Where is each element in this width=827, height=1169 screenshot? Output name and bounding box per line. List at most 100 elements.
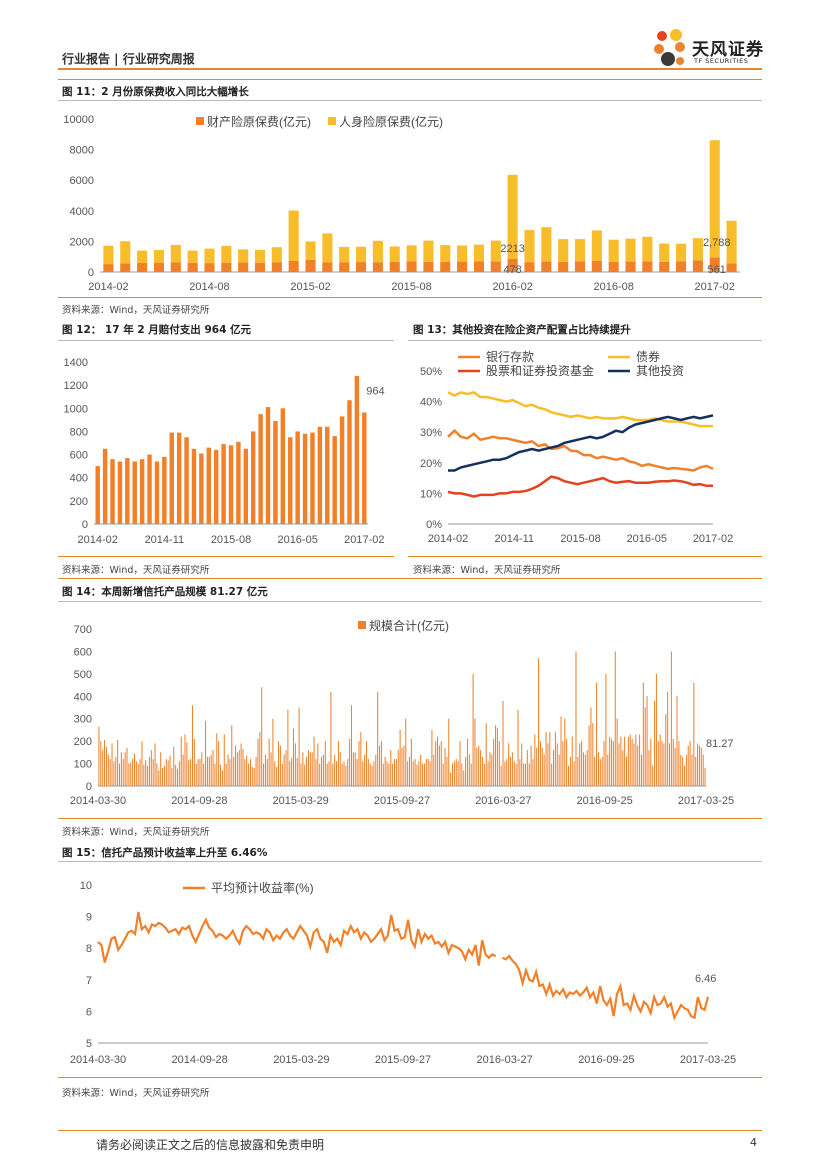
bar-trust-scale <box>579 743 581 786</box>
bar-trust-scale <box>345 765 347 786</box>
bar-property <box>524 262 535 272</box>
bar-trust-scale <box>375 754 377 786</box>
bar-trust-scale <box>601 756 603 786</box>
bar-trust-scale <box>208 756 210 786</box>
bar-trust-scale <box>264 754 266 786</box>
bar-claims <box>250 431 256 524</box>
bar-trust-scale <box>147 765 149 786</box>
bar-trust-scale <box>221 770 223 786</box>
bar-property <box>305 259 316 272</box>
bar-claims <box>325 426 330 524</box>
bar-trust-scale <box>377 691 379 786</box>
bar-trust-scale <box>190 759 192 786</box>
fig15-source: 资料来源：Wind，天风证券研究所 <box>62 1088 210 1099</box>
bar-trust-scale <box>111 743 113 786</box>
bar-life <box>541 227 552 262</box>
bar-claims <box>354 375 360 524</box>
bar-trust-scale <box>298 707 300 786</box>
bar-claims <box>169 432 174 524</box>
bar-trust-scale <box>556 743 558 786</box>
bar-trust-scale <box>132 759 134 786</box>
y-tick-label: 600 <box>70 450 88 462</box>
bar-trust-scale <box>607 754 609 786</box>
bar-life <box>692 238 703 261</box>
bar-trust-scale <box>158 770 160 786</box>
legend-swatch <box>358 621 366 629</box>
bar-life <box>642 236 653 262</box>
bar-trust-scale <box>347 759 349 786</box>
bar-trust-scale <box>311 752 313 786</box>
x-tick-label: 2015-08 <box>211 534 251 546</box>
bar-trust-scale <box>326 763 328 786</box>
bar-claims <box>243 448 249 524</box>
bar-trust-scale <box>137 763 139 786</box>
bar-trust-scale <box>352 752 354 786</box>
bar-claims <box>280 408 286 524</box>
fig11-source: 资料来源：Wind，天风证券研究所 <box>62 305 210 316</box>
bar-trust-scale <box>365 741 367 786</box>
legend-label: 银行存款 <box>486 350 534 364</box>
fig15-title: 图 15：信托产品预计收益率上升至 6.46% <box>62 847 268 859</box>
bar-trust-scale <box>195 763 197 786</box>
fig14-title: 图 14：本周新增信托产品规模 81.27 亿元 <box>62 586 268 598</box>
bar-trust-scale <box>229 759 231 786</box>
bar-trust-scale <box>680 754 682 786</box>
bar-trust-scale <box>521 743 523 786</box>
bar-trust-scale <box>182 754 184 786</box>
series-line <box>97 911 497 966</box>
bar-trust-scale <box>534 734 536 786</box>
bar-property <box>170 262 181 272</box>
bar-trust-scale <box>538 658 540 786</box>
bar-trust-scale <box>128 763 130 786</box>
bar-property <box>726 263 737 272</box>
bar-trust-scale <box>356 759 358 786</box>
bar-trust-scale <box>380 741 382 786</box>
bar-trust-scale <box>560 716 562 786</box>
series-line <box>447 475 713 498</box>
bar-trust-scale <box>648 750 650 786</box>
y-tick-label: 8000 <box>70 145 94 157</box>
bar-trust-scale <box>328 761 330 786</box>
bar-life <box>524 230 535 263</box>
bar-trust-scale <box>429 761 431 786</box>
bar-trust-scale <box>109 759 111 786</box>
bar-trust-scale <box>145 760 147 786</box>
x-tick-label: 2016-02 <box>492 281 532 293</box>
bar-trust-scale <box>685 754 687 786</box>
bar-trust-scale <box>678 741 680 786</box>
bar-trust-scale <box>530 745 532 786</box>
bar-trust-scale <box>450 772 452 786</box>
fig11-bottom-rule <box>58 297 762 298</box>
bar-life <box>423 240 434 263</box>
bar-trust-scale <box>358 741 360 786</box>
bar-trust-scale <box>465 756 467 786</box>
y-tick-label: 600 <box>74 646 92 658</box>
bar-trust-scale <box>373 761 375 786</box>
x-tick-label: 2017-03-25 <box>680 1054 736 1066</box>
bar-trust-scale <box>124 752 126 786</box>
bar-trust-scale <box>397 750 399 786</box>
bar-trust-scale <box>270 752 272 786</box>
bar-trust-scale <box>379 745 381 786</box>
bar-property <box>591 260 602 272</box>
bar-trust-scale <box>631 738 633 786</box>
bar-trust-scale <box>321 756 323 786</box>
bar-trust-scale <box>700 747 702 786</box>
bar-trust-scale <box>597 752 599 786</box>
data-label: 6.46 <box>695 973 716 985</box>
bar-trust-scale <box>236 752 238 786</box>
legend-label: 债券 <box>636 349 660 364</box>
bar-trust-scale <box>442 763 444 786</box>
bar-trust-scale <box>596 682 598 786</box>
bar-trust-scale <box>463 770 465 786</box>
y-tick-label: 1200 <box>64 380 88 392</box>
bar-trust-scale <box>278 741 280 786</box>
bar-trust-scale <box>472 673 474 786</box>
bar-trust-scale <box>408 756 410 786</box>
bar-trust-scale <box>162 768 164 786</box>
bar-life <box>322 233 333 263</box>
y-tick-label: 0 <box>88 267 94 279</box>
data-label: 964 <box>366 385 384 397</box>
bar-trust-scale <box>569 756 571 786</box>
bar-trust-scale <box>457 761 459 786</box>
